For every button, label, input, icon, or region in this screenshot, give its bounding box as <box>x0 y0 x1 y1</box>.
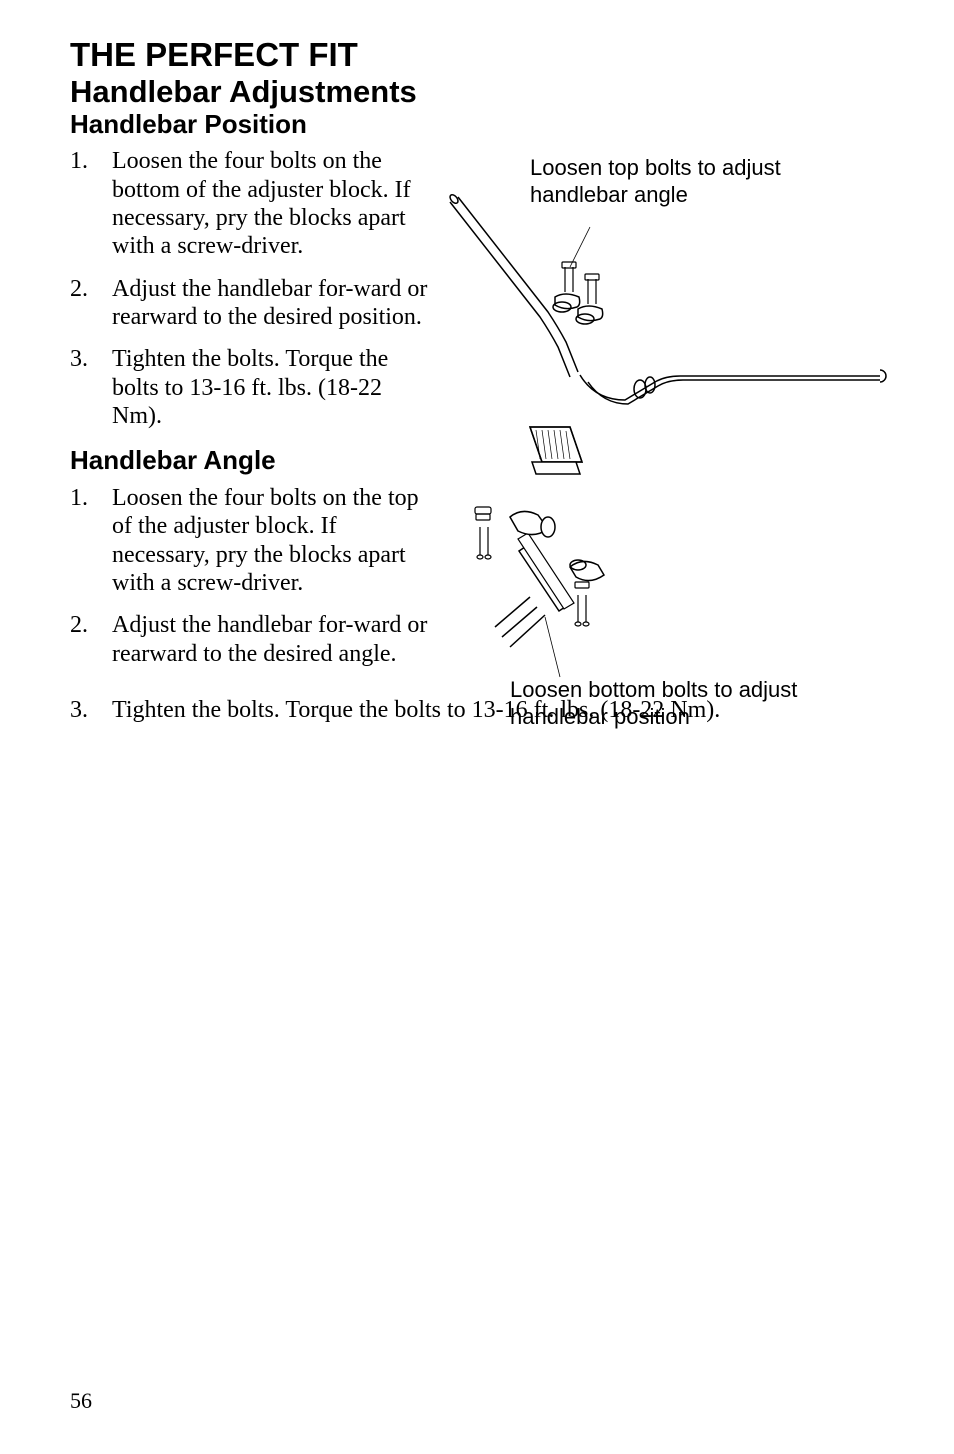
left-column: Loosen the four bolts on the bottom of t… <box>70 147 430 682</box>
two-column-layout: Loosen the four bolts on the bottom of t… <box>70 147 884 682</box>
right-column: Loosen top bolts to adjust handlebar ang… <box>450 147 884 682</box>
handlebar-diagram <box>440 167 900 717</box>
list-item: Loosen the four bolts on the top of the … <box>70 484 430 597</box>
page-title-2: Handlebar Adjustments <box>70 74 884 110</box>
list-item: Loosen the four bolts on the bottom of t… <box>70 147 430 260</box>
angle-steps-list: Loosen the four bolts on the top of the … <box>70 484 430 668</box>
page-title-1: THE PERFECT FIT <box>70 36 884 74</box>
heading-block: THE PERFECT FIT Handlebar Adjustments Ha… <box>70 36 884 139</box>
list-item: Adjust the handlebar for-ward or rearwar… <box>70 611 430 668</box>
angle-step-3: Tighten the bolts. Torque the bolts to 1… <box>70 696 884 724</box>
section-heading-angle: Handlebar Angle <box>70 446 430 476</box>
page-number: 56 <box>70 1388 92 1414</box>
section-heading-position: Handlebar Position <box>70 110 884 140</box>
list-item: Adjust the handlebar for-ward or rearwar… <box>70 275 430 332</box>
list-item: Tighten the bolts. Torque the bolts to 1… <box>70 345 430 430</box>
position-steps-list: Loosen the four bolts on the bottom of t… <box>70 147 430 430</box>
